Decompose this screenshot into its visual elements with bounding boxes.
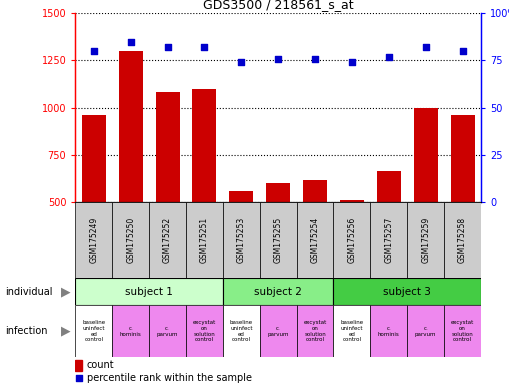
Text: infection: infection <box>5 326 47 336</box>
Bar <box>75 202 112 278</box>
Text: GSM175259: GSM175259 <box>421 217 430 263</box>
Bar <box>407 305 444 357</box>
Bar <box>340 200 364 296</box>
Bar <box>186 305 223 357</box>
Bar <box>297 305 333 357</box>
Text: baseline
uninfect
ed
control: baseline uninfect ed control <box>341 320 363 343</box>
Text: GSM175257: GSM175257 <box>384 217 393 263</box>
Text: excystat
on
solution
control: excystat on solution control <box>193 320 216 343</box>
Text: excystat
on
solution
control: excystat on solution control <box>303 320 327 343</box>
Bar <box>407 202 444 278</box>
Point <box>90 48 98 54</box>
Point <box>385 54 393 60</box>
Bar <box>371 202 407 278</box>
Bar <box>444 305 481 357</box>
Point <box>459 48 467 54</box>
Text: GSM175253: GSM175253 <box>237 217 246 263</box>
Bar <box>371 305 407 357</box>
Text: GSM175249: GSM175249 <box>89 217 98 263</box>
Text: GSM175252: GSM175252 <box>163 217 172 263</box>
Text: GSM175255: GSM175255 <box>274 217 282 263</box>
Bar <box>450 115 474 296</box>
Text: subject 3: subject 3 <box>383 287 431 297</box>
Text: GSM175254: GSM175254 <box>310 217 320 263</box>
Bar <box>75 359 82 371</box>
Bar <box>266 183 290 296</box>
Text: excystat
on
solution
control: excystat on solution control <box>451 320 474 343</box>
Bar <box>229 191 253 296</box>
Text: individual: individual <box>5 287 52 297</box>
Bar <box>260 305 297 357</box>
Text: percentile rank within the sample: percentile rank within the sample <box>87 372 251 382</box>
Text: baseline
uninfect
ed
control: baseline uninfect ed control <box>82 320 105 343</box>
Text: subject 1: subject 1 <box>125 287 173 297</box>
Text: c.
hominis: c. hominis <box>120 326 142 337</box>
Point <box>274 56 282 62</box>
Text: GSM175250: GSM175250 <box>126 217 135 263</box>
Bar <box>333 278 481 305</box>
Bar <box>112 202 149 278</box>
Bar <box>260 202 297 278</box>
Bar <box>75 305 112 357</box>
Text: subject 2: subject 2 <box>254 287 302 297</box>
Text: c.
parvum: c. parvum <box>267 326 289 337</box>
Bar <box>156 93 180 296</box>
Text: c.
parvum: c. parvum <box>157 326 178 337</box>
Bar <box>377 172 401 296</box>
Point <box>421 44 430 50</box>
Bar <box>149 305 186 357</box>
Bar <box>119 51 143 296</box>
Point <box>127 39 135 45</box>
Text: count: count <box>87 359 115 370</box>
Point <box>348 59 356 65</box>
Text: GSM175256: GSM175256 <box>348 217 356 263</box>
Text: c.
parvum: c. parvum <box>415 326 436 337</box>
Text: GSM175258: GSM175258 <box>458 217 467 263</box>
Text: c.
hominis: c. hominis <box>378 326 400 337</box>
Bar <box>333 305 371 357</box>
Bar <box>82 115 106 296</box>
Text: ▶: ▶ <box>61 325 70 338</box>
Text: GSM175251: GSM175251 <box>200 217 209 263</box>
Bar <box>75 278 223 305</box>
Point <box>201 44 209 50</box>
Bar <box>303 180 327 296</box>
Bar <box>444 202 481 278</box>
Text: ▶: ▶ <box>61 285 70 298</box>
Bar <box>192 89 216 296</box>
Point <box>75 374 83 381</box>
Bar <box>223 278 333 305</box>
Bar <box>414 108 438 296</box>
Bar <box>333 202 371 278</box>
Point <box>237 59 245 65</box>
Bar <box>149 202 186 278</box>
Bar <box>186 202 223 278</box>
Bar <box>297 202 333 278</box>
Point <box>311 56 319 62</box>
Title: GDS3500 / 218561_s_at: GDS3500 / 218561_s_at <box>203 0 353 11</box>
Bar <box>223 202 260 278</box>
Text: baseline
uninfect
ed
control: baseline uninfect ed control <box>230 320 253 343</box>
Bar <box>223 305 260 357</box>
Bar <box>112 305 149 357</box>
Point <box>163 44 172 50</box>
